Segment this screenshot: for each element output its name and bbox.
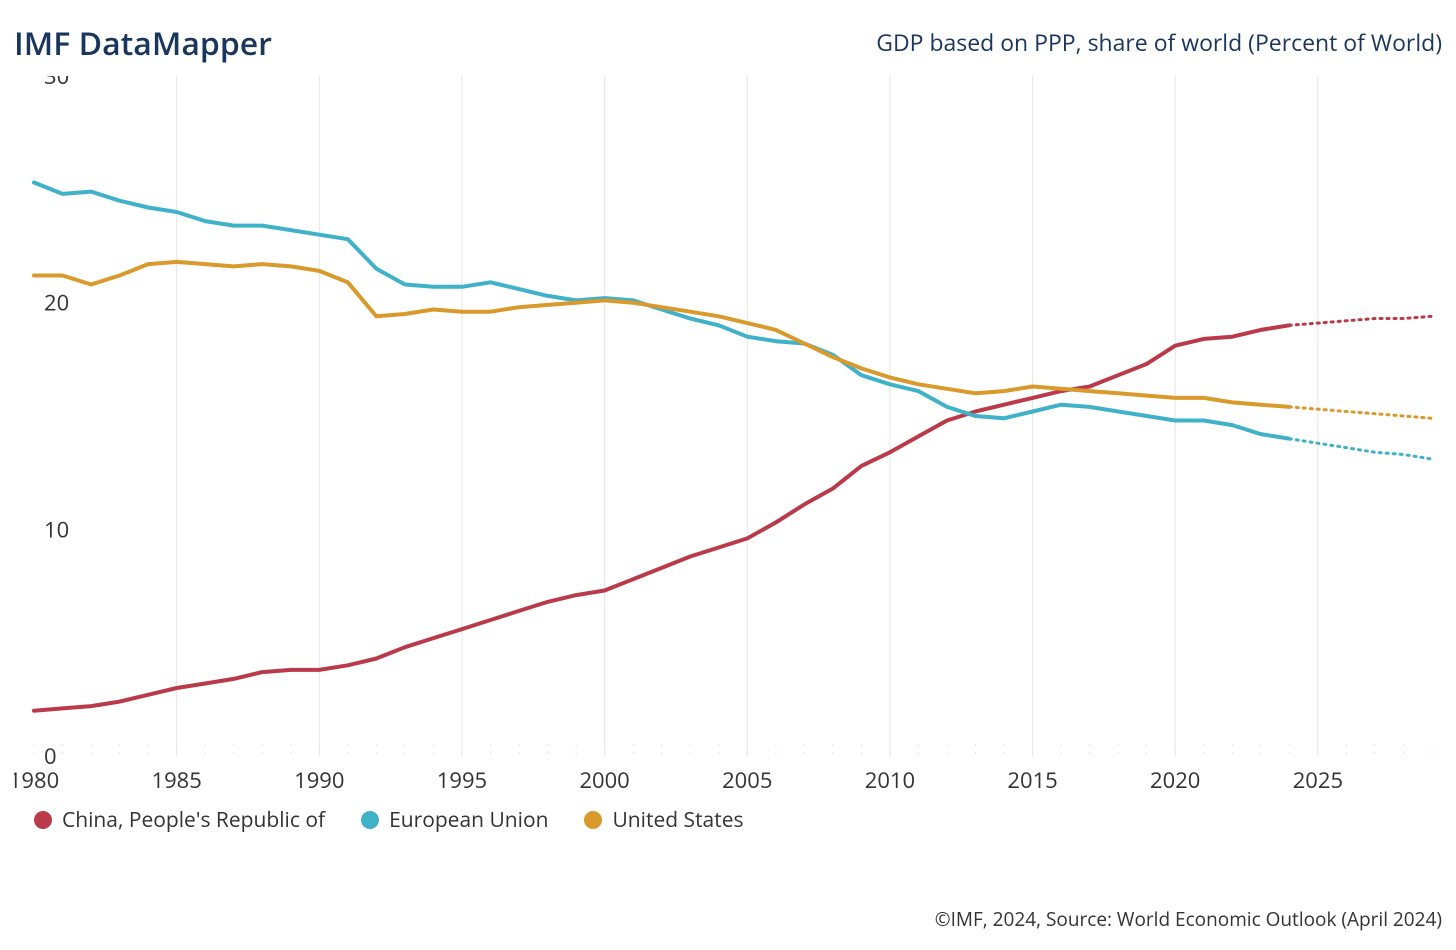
svg-text:1995: 1995: [437, 765, 487, 795]
svg-text:20: 20: [44, 288, 69, 318]
svg-text:2005: 2005: [722, 765, 772, 795]
series-us: [34, 262, 1289, 407]
legend-label: European Union: [389, 806, 548, 834]
svg-text:2010: 2010: [865, 765, 915, 795]
svg-text:10: 10: [44, 514, 69, 544]
legend-label: United States: [612, 806, 743, 834]
legend-dot-icon: [34, 811, 52, 829]
series-china-forecast: [1289, 316, 1432, 325]
svg-text:2025: 2025: [1293, 765, 1343, 795]
legend-label: China, People's Republic of: [62, 806, 325, 834]
legend-item-eu[interactable]: European Union: [361, 806, 548, 834]
chart-header: IMF DataMapper GDP based on PPP, share o…: [14, 22, 1442, 62]
source-credit: ©IMF, 2024, Source: World Economic Outlo…: [935, 906, 1442, 932]
chart-area: 0102030198019851990199520002005201020152…: [14, 76, 1442, 796]
legend-dot-icon: [584, 811, 602, 829]
svg-text:2020: 2020: [1150, 765, 1200, 795]
legend-item-us[interactable]: United States: [584, 806, 743, 834]
svg-text:30: 30: [44, 76, 69, 91]
svg-text:1980: 1980: [14, 765, 59, 795]
page-title: IMF DataMapper: [14, 22, 272, 65]
series-eu-forecast: [1289, 439, 1432, 459]
svg-text:1985: 1985: [151, 765, 201, 795]
svg-text:1990: 1990: [294, 765, 344, 795]
line-chart-svg: 0102030198019851990199520002005201020152…: [14, 76, 1442, 796]
svg-text:2000: 2000: [579, 765, 629, 795]
legend-item-china[interactable]: China, People's Republic of: [34, 806, 325, 834]
series-eu: [34, 183, 1289, 439]
series-us-forecast: [1289, 407, 1432, 418]
svg-text:2015: 2015: [1007, 765, 1057, 795]
legend-dot-icon: [361, 811, 379, 829]
chart-subtitle: GDP based on PPP, share of world (Percen…: [876, 26, 1442, 58]
legend: China, People's Republic of European Unio…: [34, 806, 744, 834]
series-china: [34, 325, 1289, 710]
